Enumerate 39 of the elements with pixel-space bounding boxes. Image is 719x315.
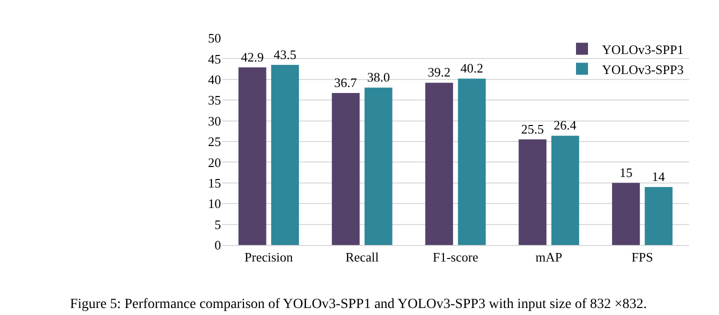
bar <box>425 82 454 245</box>
data-label: 42.9 <box>240 49 264 64</box>
y-tick-label: 45 <box>208 51 221 66</box>
x-tick-label: F1-score <box>432 250 478 265</box>
data-label: 39.2 <box>428 64 451 80</box>
y-tick-label: 15 <box>208 175 221 190</box>
bar <box>644 187 673 245</box>
caption: Figure 5: Performance comparison of YOLOv3-SPP1 and YOLOv3-SPP3 with input size of 832 ×832. <box>70 297 647 312</box>
bar <box>518 139 546 245</box>
x-tick-label: Precision <box>244 250 294 265</box>
legend-label: YOLOv3-SPP1 <box>602 42 684 57</box>
data-label: 40.2 <box>460 60 484 76</box>
y-tick-label: 5 <box>214 216 221 232</box>
bar <box>612 182 640 245</box>
y-tick-label: 40 <box>208 72 221 87</box>
data-label: 36.7 <box>334 75 358 90</box>
y-tick-label: 50 <box>208 30 221 46</box>
y-tick-label: 35 <box>208 92 221 108</box>
x-tick-label: mAP <box>536 250 562 265</box>
bar <box>271 64 299 245</box>
data-label: 43.5 <box>274 46 296 62</box>
legend-label: YOLOv3-SPP3 <box>602 62 684 77</box>
x-tick-label: Recall <box>345 250 380 265</box>
y-tick-label: 10 <box>208 196 221 212</box>
data-label: 26.4 <box>554 118 577 133</box>
bar <box>551 136 580 245</box>
bar <box>458 78 486 245</box>
bar <box>332 93 360 245</box>
y-tick-label: 25 <box>208 134 221 150</box>
x-tick-label: FPS <box>631 250 654 265</box>
data-label: 38.0 <box>367 70 390 85</box>
y-tick-label: 30 <box>208 113 221 128</box>
bar <box>364 88 392 245</box>
bar <box>238 67 266 245</box>
y-tick-label: 0 <box>214 238 221 253</box>
data-label: 15 <box>619 164 632 180</box>
data-label: 14 <box>652 169 666 184</box>
y-tick-label: 20 <box>208 154 221 170</box>
data-label: 25.5 <box>521 121 544 136</box>
